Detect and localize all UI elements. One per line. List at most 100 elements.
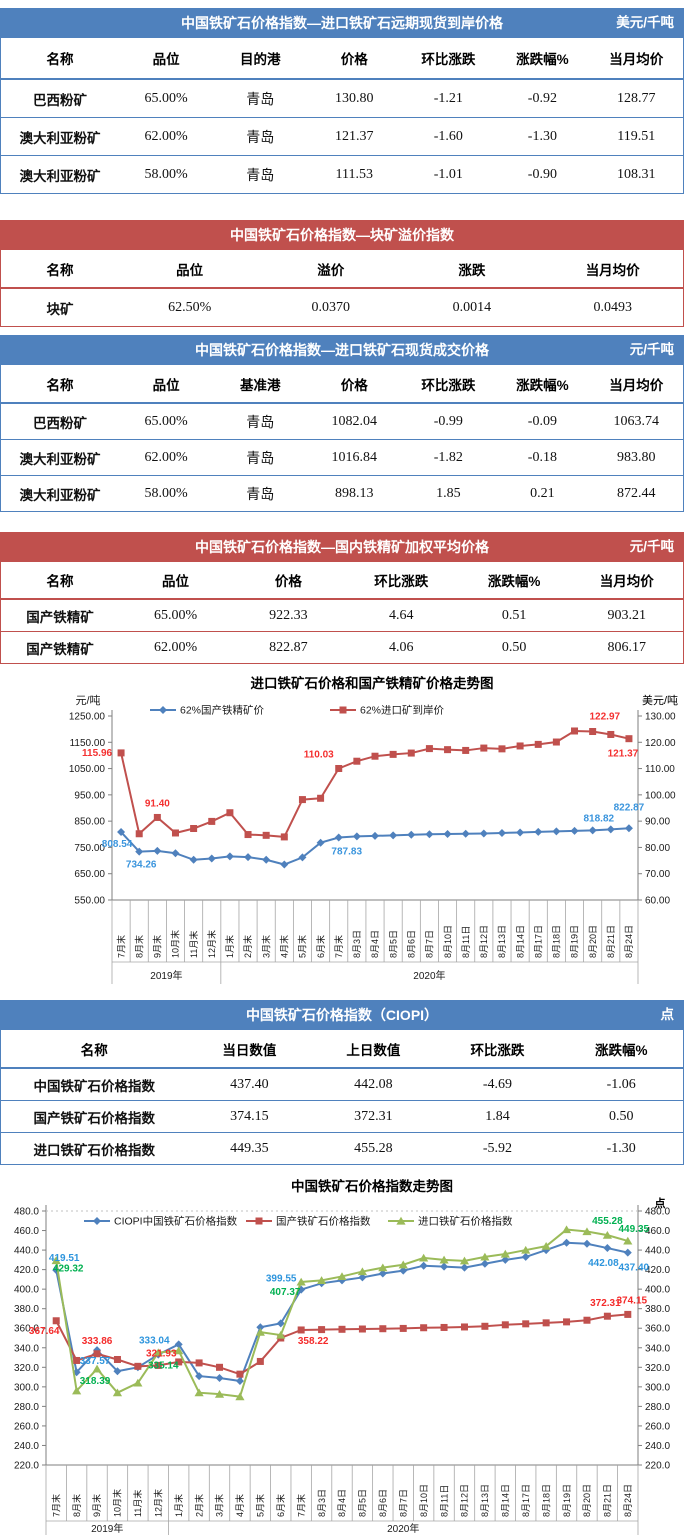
svg-text:380.0: 380.0 xyxy=(14,1304,39,1315)
svg-text:6月末: 6月末 xyxy=(275,1494,286,1517)
axes xyxy=(111,710,639,901)
column-header: 环比涨跌 xyxy=(421,377,476,393)
svg-text:10月末: 10月末 xyxy=(170,930,181,958)
table-spot-deal-price: 中国铁矿石价格指数—进口铁矿石现货成交价格 元/千吨 名称 品位 基准港 价格 环比涨跌 涨跌… xyxy=(0,335,684,512)
svg-text:367.64: 367.64 xyxy=(29,1326,60,1337)
table-cell: 0.0014 xyxy=(452,299,492,315)
svg-text:400.0: 400.0 xyxy=(645,1285,670,1296)
table-cell: 青岛 xyxy=(246,487,275,503)
table-cell: 国产铁矿石价格指数 xyxy=(33,1110,155,1126)
table-cell: 青岛 xyxy=(246,415,275,431)
svg-text:进口铁矿石价格指数: 进口铁矿石价格指数 xyxy=(418,1215,513,1228)
table-cell: 455.28 xyxy=(354,1140,393,1156)
svg-text:7月末: 7月末 xyxy=(50,1494,61,1517)
table-title: 中国铁矿石价格指数（CIOPI） xyxy=(245,1007,439,1023)
svg-text:8月14日: 8月14日 xyxy=(501,1484,511,1517)
svg-text:437.40: 437.40 xyxy=(618,1263,649,1274)
svg-text:7月末: 7月末 xyxy=(295,1494,306,1517)
table-cell: 1.85 xyxy=(436,485,461,501)
svg-text:787.83: 787.83 xyxy=(331,846,362,857)
table-cell: 进口铁矿石价格指数 xyxy=(33,1142,155,1158)
table-cell: 青岛 xyxy=(246,451,275,467)
data-table: 名称 品位 基准港 价格 环比涨跌 涨跌幅% 当月均价 巴西粉矿 65.00% 青岛 1082.04… xyxy=(0,365,684,512)
table-unit-label: 美元/千吨 xyxy=(616,15,674,30)
table-domestic-concentrate-price: 中国铁矿石价格指数—国内铁精矿加权平均价格 元/千吨 名称 品位 价格 环比涨跌 涨跌幅% 当… xyxy=(0,532,684,664)
svg-text:12月末: 12月末 xyxy=(206,930,217,958)
svg-text:8月21日: 8月21日 xyxy=(606,925,616,958)
column-header: 名称 xyxy=(46,377,74,393)
table-cell: 898.13 xyxy=(335,485,374,501)
svg-text:8月20日: 8月20日 xyxy=(588,925,598,958)
series-1 xyxy=(52,1310,632,1378)
column-header: 涨跌幅% xyxy=(487,574,541,589)
svg-text:340.0: 340.0 xyxy=(14,1343,39,1354)
table-cell: 62.00% xyxy=(153,639,198,655)
table-title: 中国铁矿石价格指数—进口铁矿石远期现货到岸价格 xyxy=(181,15,503,31)
column-header: 品位 xyxy=(162,574,190,589)
table-cell: 澳大利亚粉矿 xyxy=(19,168,101,184)
svg-text:220.0: 220.0 xyxy=(645,1461,670,1472)
table-row: 澳大利亚粉矿 58.00% 青岛 111.53 -1.01 -0.90 108.31 xyxy=(0,155,684,194)
table-cell: 108.31 xyxy=(616,166,656,182)
table-row: 进口铁矿石价格指数 449.35 455.28 -5.92 -1.30 xyxy=(0,1132,684,1165)
table-cell: -1.82 xyxy=(433,449,463,465)
svg-text:8月19日: 8月19日 xyxy=(570,925,580,958)
column-header: 基准港 xyxy=(239,377,281,393)
column-header: 品位 xyxy=(152,52,180,67)
svg-text:8月7日: 8月7日 xyxy=(425,930,435,958)
svg-text:333.04: 333.04 xyxy=(139,1336,170,1347)
svg-text:750.00: 750.00 xyxy=(74,843,105,854)
svg-text:240.0: 240.0 xyxy=(645,1441,670,1452)
svg-text:8月4日: 8月4日 xyxy=(337,1489,347,1517)
axes xyxy=(45,1205,639,1466)
header-row: 名称 品位 目的港 价格 环比涨跌 涨跌幅% 当月均价 xyxy=(0,38,684,79)
table-cell: 1082.04 xyxy=(331,413,378,429)
svg-text:3月末: 3月末 xyxy=(214,1494,225,1517)
table-cell: 澳大利亚粉矿 xyxy=(19,487,101,503)
svg-text:8月20日: 8月20日 xyxy=(582,1484,592,1517)
svg-text:220.0: 220.0 xyxy=(14,1461,39,1472)
table-cell: 国产铁精矿 xyxy=(26,609,94,625)
table-row: 块矿 62.50% 0.0370 0.0014 0.0493 xyxy=(1,288,684,327)
table-cell: 128.77 xyxy=(616,90,656,106)
svg-text:62%国产铁精矿价: 62%国产铁精矿价 xyxy=(180,704,265,717)
svg-text:337.57: 337.57 xyxy=(80,1356,111,1367)
y-tick-labels: 480.0 460.0 440.0 420.0 400.0 380.0 360.0 340.0… xyxy=(14,1207,670,1472)
series-0 xyxy=(117,824,633,869)
svg-text:420.0: 420.0 xyxy=(14,1265,39,1276)
table-cell: 65.00% xyxy=(144,90,188,106)
table-cell: 111.53 xyxy=(335,166,373,182)
table-title: 中国铁矿石价格指数—进口铁矿石现货成交价格 xyxy=(195,342,489,358)
column-header: 当月均价 xyxy=(599,574,654,589)
svg-text:8月17日: 8月17日 xyxy=(521,1484,531,1517)
table-cell: -5.92 xyxy=(482,1140,513,1156)
table-title-bar: 中国铁矿石价格指数（CIOPI） 点 xyxy=(0,1000,684,1030)
svg-text:8月5日: 8月5日 xyxy=(358,1489,368,1517)
svg-text:8月19日: 8月19日 xyxy=(562,1484,572,1517)
svg-text:358.22: 358.22 xyxy=(298,1336,329,1347)
table-cell: 澳大利亚粉矿 xyxy=(19,130,101,146)
svg-text:318.39: 318.39 xyxy=(80,1376,111,1387)
table-cell: 0.0370 xyxy=(311,299,351,315)
svg-text:5月末: 5月末 xyxy=(255,1494,266,1517)
svg-text:335.14: 335.14 xyxy=(148,1361,179,1372)
svg-text:320.0: 320.0 xyxy=(14,1363,39,1374)
svg-text:260.0: 260.0 xyxy=(14,1421,39,1432)
column-header: 涨跌幅% xyxy=(516,377,569,393)
svg-text:9月末: 9月末 xyxy=(152,935,163,958)
table-cell: -1.06 xyxy=(606,1076,636,1092)
svg-text:420.0: 420.0 xyxy=(645,1265,670,1276)
svg-text:1月末: 1月末 xyxy=(173,1494,184,1517)
svg-text:455.28: 455.28 xyxy=(592,1216,623,1227)
column-header: 价格 xyxy=(274,574,302,589)
svg-text:429.32: 429.32 xyxy=(53,1264,84,1275)
table-cell: -1.21 xyxy=(433,90,463,106)
svg-text:400.0: 400.0 xyxy=(14,1285,39,1296)
chart-ciopi-index-trend: 中国铁矿石价格指数走势图点 480.0 460.0 440.0 420.0 400.0 38… xyxy=(0,1175,684,1535)
data-table: 名称 当日数值 上日数值 环比涨跌 涨跌幅% 中国铁矿石价格指数 437.40 442.08 -… xyxy=(0,1030,684,1165)
svg-text:440.0: 440.0 xyxy=(645,1246,670,1257)
svg-text:1150.00: 1150.00 xyxy=(70,738,106,749)
svg-text:80.00: 80.00 xyxy=(645,843,670,854)
table-cell: 4.06 xyxy=(389,639,414,655)
